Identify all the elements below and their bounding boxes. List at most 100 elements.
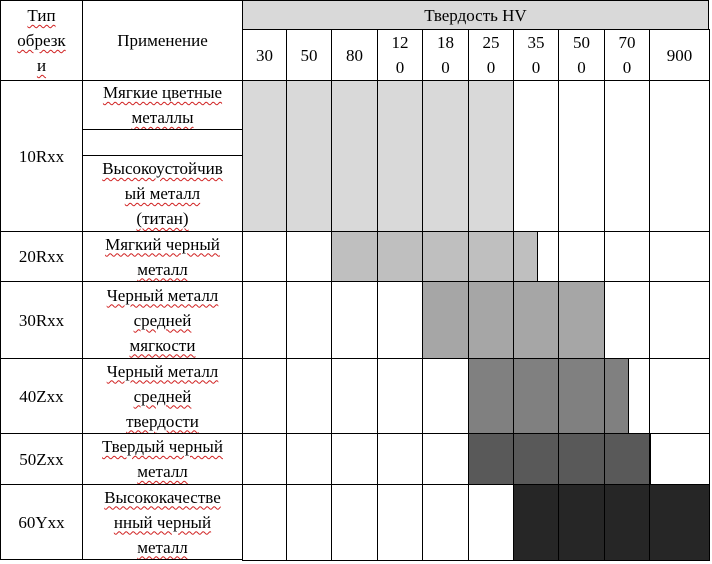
grid-cell	[242, 358, 287, 434]
row-application-label: Черный металл средней мягкости	[106, 285, 219, 355]
row-application: Черный металл средней мягкости	[82, 281, 243, 359]
bar-divider	[513, 231, 514, 282]
header-hv-5: 18 0	[422, 29, 469, 81]
row-application-label: Твердый черный металл	[102, 437, 223, 481]
row-type-label: 40Zxx	[19, 386, 64, 406]
header-hv-value: 18 0	[437, 33, 454, 77]
bar-divider	[422, 231, 423, 282]
header-hardness-label: Твердость HV	[424, 5, 527, 25]
hardness-range-bar	[331, 231, 538, 282]
grid-cell	[377, 281, 423, 359]
header-hv-value: 50 0	[573, 33, 590, 77]
bar-divider	[513, 281, 514, 359]
row-application-label: Высококачестве нный черный металл	[104, 487, 221, 557]
header-hv-8: 50 0	[558, 29, 605, 81]
bar-row-divider	[82, 155, 243, 156]
bar-divider	[558, 281, 559, 359]
bar-divider	[331, 80, 332, 232]
hardness-range-bar	[468, 433, 651, 485]
header-hv-10: 900	[649, 29, 710, 81]
header-hv-value: 50	[300, 45, 318, 65]
grid-cell	[331, 281, 378, 359]
row-application: Мягкий черный металл	[82, 231, 243, 282]
header-hv-2: 50	[286, 29, 332, 81]
grid-cell	[422, 358, 469, 434]
hardness-range-bar	[513, 484, 710, 561]
grid-cell	[242, 281, 287, 359]
bar-divider	[604, 358, 605, 434]
row-application: Мягкие цветные металлы	[82, 80, 243, 130]
grid-cell	[468, 484, 514, 561]
bar-divider	[468, 80, 469, 232]
header-hv-6: 25 0	[468, 29, 514, 81]
bar-divider	[513, 433, 514, 485]
grid-cell	[649, 231, 710, 282]
row-application-label: Мягкий черный металл	[105, 234, 220, 279]
row-type-label: 60Yxx	[18, 512, 65, 532]
header-hardness: Твердость HV	[242, 0, 709, 30]
header-hv-4: 12 0	[377, 29, 423, 81]
header-hv-value: 30	[256, 45, 273, 65]
bar-divider	[649, 484, 650, 561]
header-hv-value: 12 0	[391, 33, 409, 77]
bar-divider	[286, 80, 287, 232]
grid-cell	[286, 231, 332, 282]
row-application-label: Высокоустойчив ый металл (титан)	[102, 159, 223, 228]
row-application: Высокоустойчив ый металл (титан)	[82, 155, 243, 232]
bar-divider	[558, 358, 559, 434]
row-type-label: 20Rxx	[18, 247, 65, 266]
grid-cell	[242, 484, 287, 561]
header-type: Тип обрезк и	[0, 0, 83, 81]
bar-divider	[377, 80, 378, 232]
grid-cell	[377, 484, 423, 561]
grid-cell	[242, 433, 287, 485]
row-type-20rxx: 20Rxx	[0, 231, 83, 282]
row-type-label: 10Rxx	[18, 146, 65, 166]
header-type-label: Тип обрезк и	[17, 6, 66, 75]
header-hv-7: 35 0	[513, 29, 559, 81]
bar-divider	[649, 433, 650, 485]
grid-cell	[649, 433, 710, 485]
bar-divider	[468, 231, 469, 282]
grid-cell	[286, 281, 332, 359]
header-hv-1: 30	[242, 29, 287, 81]
header-hv-value: 80	[346, 45, 363, 65]
grid-cell	[377, 358, 423, 434]
row-application: Черный металл средней твердости	[82, 358, 243, 434]
header-application-label: Применение	[117, 31, 208, 50]
grid-cell	[649, 281, 710, 359]
grid-cell	[331, 433, 378, 485]
grid-cell	[377, 433, 423, 485]
grid-cell	[422, 484, 469, 561]
header-hv-value: 70 0	[618, 33, 636, 77]
grid-cell	[558, 80, 605, 232]
row-type-label: 50Zxx	[19, 449, 64, 469]
header-hv-3: 80	[331, 29, 378, 81]
header-hv-value: 900	[666, 45, 693, 65]
bar-divider	[513, 358, 514, 434]
grid-cell	[604, 231, 650, 282]
grid-cell	[513, 80, 559, 232]
grid-cell	[286, 484, 332, 561]
grid-cell	[286, 433, 332, 485]
bar-divider	[377, 231, 378, 282]
grid-cell	[604, 281, 650, 359]
row-type-40zxx: 40Zxx	[0, 358, 83, 434]
row-application: Высококачестве нный черный металл	[82, 484, 243, 560]
bar-divider	[604, 433, 605, 485]
header-application: Применение	[82, 0, 243, 81]
row-type-label: 30Rxx	[18, 310, 65, 330]
bar-divider	[468, 281, 469, 359]
bar-divider	[422, 80, 423, 232]
grid-cell	[649, 358, 710, 434]
row-application-label: Черный металл средней твердости	[106, 361, 219, 431]
grid-cell	[331, 358, 378, 434]
row-type-10rxx: 10Rxx	[0, 80, 83, 232]
grid-cell	[286, 358, 332, 434]
row-application: Твердый черный металл	[82, 433, 243, 485]
grid-cell	[558, 231, 605, 282]
grid-cell	[331, 484, 378, 561]
grid-cell	[649, 80, 710, 232]
bar-divider	[558, 484, 559, 561]
